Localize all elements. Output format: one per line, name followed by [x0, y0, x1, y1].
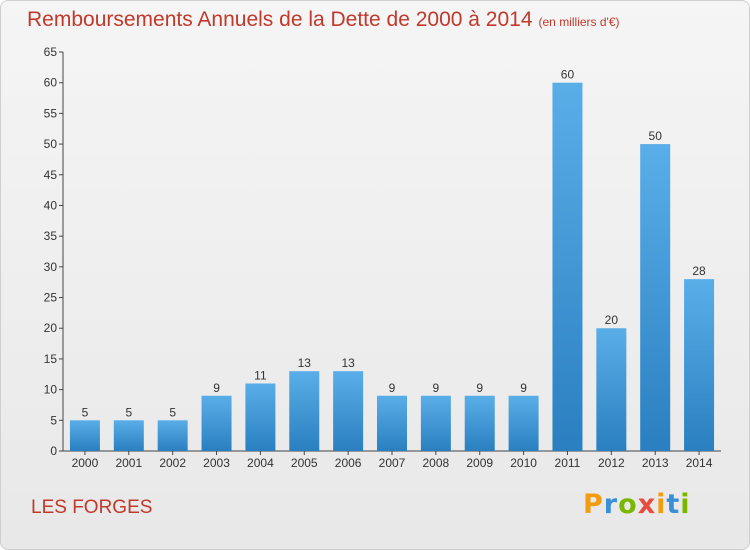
logo-letter: t	[666, 489, 681, 520]
chart-title-text: Remboursements Annuels de la Dette de 20…	[27, 8, 533, 31]
bar	[69, 420, 100, 451]
bar	[596, 328, 627, 451]
logo-letter: o	[618, 489, 638, 520]
bar	[201, 395, 232, 451]
x-tick-label: 2000	[72, 456, 99, 470]
bar	[333, 371, 364, 451]
bar-value-label: 9	[213, 381, 220, 395]
y-tick-label: 40	[44, 198, 58, 212]
chart-bars	[69, 82, 715, 452]
bar-value-label: 60	[561, 68, 575, 82]
x-tick-label: 2007	[379, 456, 406, 470]
bar	[113, 420, 144, 451]
bar-value-label: 9	[433, 381, 440, 395]
bar-value-label: 20	[605, 313, 619, 327]
chart-labels: 5 5 5 9 11 13 13 9 9 9 9 60 20 50 28	[82, 68, 706, 420]
chart-title: Remboursements Annuels de la Dette de 20…	[27, 8, 620, 32]
y-tick-label: 20	[44, 321, 58, 335]
bar-value-label: 5	[82, 405, 89, 419]
x-tick-label: 2010	[510, 456, 537, 470]
proxiti-logo: Proxiti	[583, 489, 691, 520]
bar	[289, 371, 320, 451]
logo-letter: P	[583, 489, 604, 520]
bar	[552, 82, 583, 451]
y-tick-label: 30	[44, 260, 58, 274]
x-tick-label: 2004	[247, 456, 274, 470]
bar	[245, 383, 276, 451]
bar-value-label: 9	[476, 381, 483, 395]
bar	[508, 395, 539, 451]
bar	[684, 279, 715, 451]
bar-value-label: 11	[254, 368, 267, 382]
x-tick-label: 2014	[686, 456, 713, 470]
y-tick-label: 50	[44, 137, 58, 151]
x-tick-label: 2006	[335, 456, 362, 470]
bar-value-label: 9	[389, 381, 396, 395]
bar-value-label: 9	[520, 381, 527, 395]
x-tick-label: 2012	[598, 456, 625, 470]
bar-value-label: 13	[298, 356, 312, 370]
x-tick-label: 2003	[203, 456, 230, 470]
y-tick-label: 60	[44, 76, 58, 90]
bar-value-label: 13	[341, 356, 355, 370]
y-tick-label: 25	[44, 291, 58, 305]
logo-letter: i	[656, 489, 667, 520]
x-tick-label: 2001	[115, 456, 142, 470]
bar-value-label: 50	[649, 129, 663, 143]
y-tick-label: 0	[50, 444, 57, 458]
chart-unit: (en milliers d'€)	[538, 15, 620, 29]
bar-value-label: 5	[169, 405, 176, 419]
logo-letter: r	[603, 489, 619, 520]
logo-letter: i	[680, 489, 691, 520]
y-tick-label: 5	[50, 413, 57, 427]
y-tick-label: 65	[44, 45, 58, 59]
commune-name: LES FORGES	[31, 497, 153, 518]
x-tick-label: 2005	[291, 456, 318, 470]
x-tick-label: 2013	[642, 456, 669, 470]
x-tick-label: 2002	[159, 456, 186, 470]
x-tick-label: 2008	[423, 456, 450, 470]
y-tick-label: 35	[44, 229, 58, 243]
logo-letter: x	[637, 489, 657, 520]
bar	[640, 144, 671, 452]
bar-value-label: 28	[692, 264, 706, 278]
bar	[377, 395, 407, 451]
x-tick-label: 2009	[466, 456, 493, 470]
bar	[420, 395, 451, 451]
y-tick-label: 45	[44, 168, 58, 182]
y-tick-label: 10	[44, 383, 58, 397]
bar	[157, 420, 188, 451]
bar-value-label: 5	[125, 405, 132, 419]
bar	[464, 395, 495, 451]
x-tick-label: 2011	[555, 456, 581, 470]
y-tick-label: 15	[44, 352, 58, 366]
y-tick-label: 55	[44, 106, 58, 120]
